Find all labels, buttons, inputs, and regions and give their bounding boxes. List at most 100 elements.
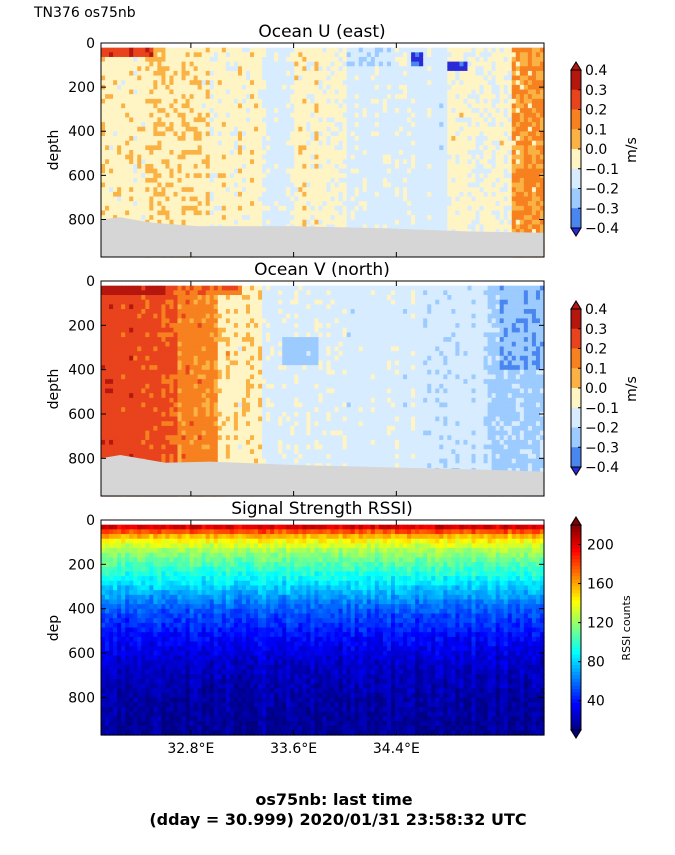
heatmap-cell [370,80,376,86]
heatmap-cell [346,168,352,174]
heatmap-cell [407,94,412,100]
heatmap-cell [415,187,420,193]
heatmap-cell [302,80,307,86]
heatmap-cell [294,89,299,95]
heatmap-cell [354,80,360,86]
heatmap-cell [302,215,307,221]
heatmap-cell [523,173,529,179]
heatmap-cell [125,215,130,221]
heatmap-cell [539,168,545,174]
heatmap-cell [427,75,432,81]
heatmap-cell [362,89,368,95]
heatmap-cell [229,122,235,128]
heatmap-cell [346,182,352,188]
heatmap-cell [427,126,432,132]
heatmap-cell [318,163,324,170]
heatmap-cell [314,191,320,198]
heatmap-cell [153,52,158,58]
heatmap-cell [213,52,219,58]
heatmap-cell [495,191,501,198]
heatmap-cell [225,94,231,100]
heatmap-cell [338,159,344,165]
heatmap-cell [278,98,283,105]
heatmap-cell [382,145,388,151]
heatmap-cell [535,201,541,207]
heatmap-cell [185,52,191,58]
heatmap-cell [459,201,465,207]
heatmap-cell [471,66,477,72]
heatmap-cell [370,70,376,77]
heatmap-cell [531,117,537,123]
heatmap-cell [499,177,505,184]
heatmap-cell [125,98,130,105]
heatmap-cell [254,182,259,188]
heatmap-cell [125,112,130,119]
heatmap-cell [298,52,303,58]
heatmap-cell [374,122,380,128]
heatmap-cell [181,159,187,165]
heatmap-cell [427,47,432,53]
heatmap-cell [310,98,316,105]
heatmap-cell [503,80,509,86]
heatmap-cell [475,163,481,170]
heatmap-cell [407,140,412,146]
heatmap-cell [382,98,388,105]
heatmap-cell [463,52,469,58]
heatmap-cell [459,140,465,146]
heatmap-cell [173,75,179,81]
heatmap-cell [362,61,368,67]
heatmap-cell [217,56,223,63]
heatmap-cell [439,224,444,230]
heatmap-cell [169,159,175,165]
heatmap-cell [133,182,138,188]
heatmap-cell [338,61,344,67]
heatmap-cell [302,103,307,109]
heatmap-cell [109,103,114,109]
heatmap-cell [125,177,130,184]
heatmap-cell [515,117,521,123]
heatmap-cell [157,191,163,198]
heatmap-cell [209,163,215,170]
heatmap-cell [487,80,493,86]
heatmap-cell [141,201,146,207]
heatmap-cell [503,224,509,230]
heatmap-cell [117,140,122,146]
heatmap-cell [113,177,118,184]
heatmap-cell [378,61,384,67]
heatmap-cell [366,182,372,188]
heatmap-cell [531,219,537,226]
heatmap-cell [447,108,452,114]
heatmap-cell [346,66,352,72]
heatmap-cell [411,94,416,100]
heatmap-cell [423,224,428,230]
heatmap-cell [137,103,142,109]
heatmap-cell [121,47,126,53]
heatmap-cell [302,61,307,67]
heatmap-cell [169,182,175,188]
heatmap-cell [237,173,243,179]
heatmap-cell [274,150,279,156]
heatmap-cell [403,150,408,156]
heatmap-cell [225,75,231,81]
heatmap-cell [330,140,336,146]
heatmap-cell [374,154,380,160]
heatmap-cell [399,122,404,128]
heatmap-cell [431,136,436,142]
heatmap-cell [467,70,473,77]
heatmap-cell [439,108,444,114]
heatmap-cell [539,89,545,95]
heatmap-cell [523,210,529,216]
heatmap-cell [330,47,336,53]
heatmap-cell [342,75,348,81]
heatmap-cell [539,229,545,235]
heatmap-cell [201,177,207,184]
heatmap-cell [165,205,171,212]
heatmap-cell [394,47,400,53]
heatmap-cell [358,108,364,114]
heatmap-cell [225,136,231,142]
heatmap-cell [507,89,513,95]
heatmap-cell [419,70,424,77]
heatmap-cell [270,56,275,63]
heatmap-cell [334,215,340,221]
heatmap-cell [415,224,420,230]
